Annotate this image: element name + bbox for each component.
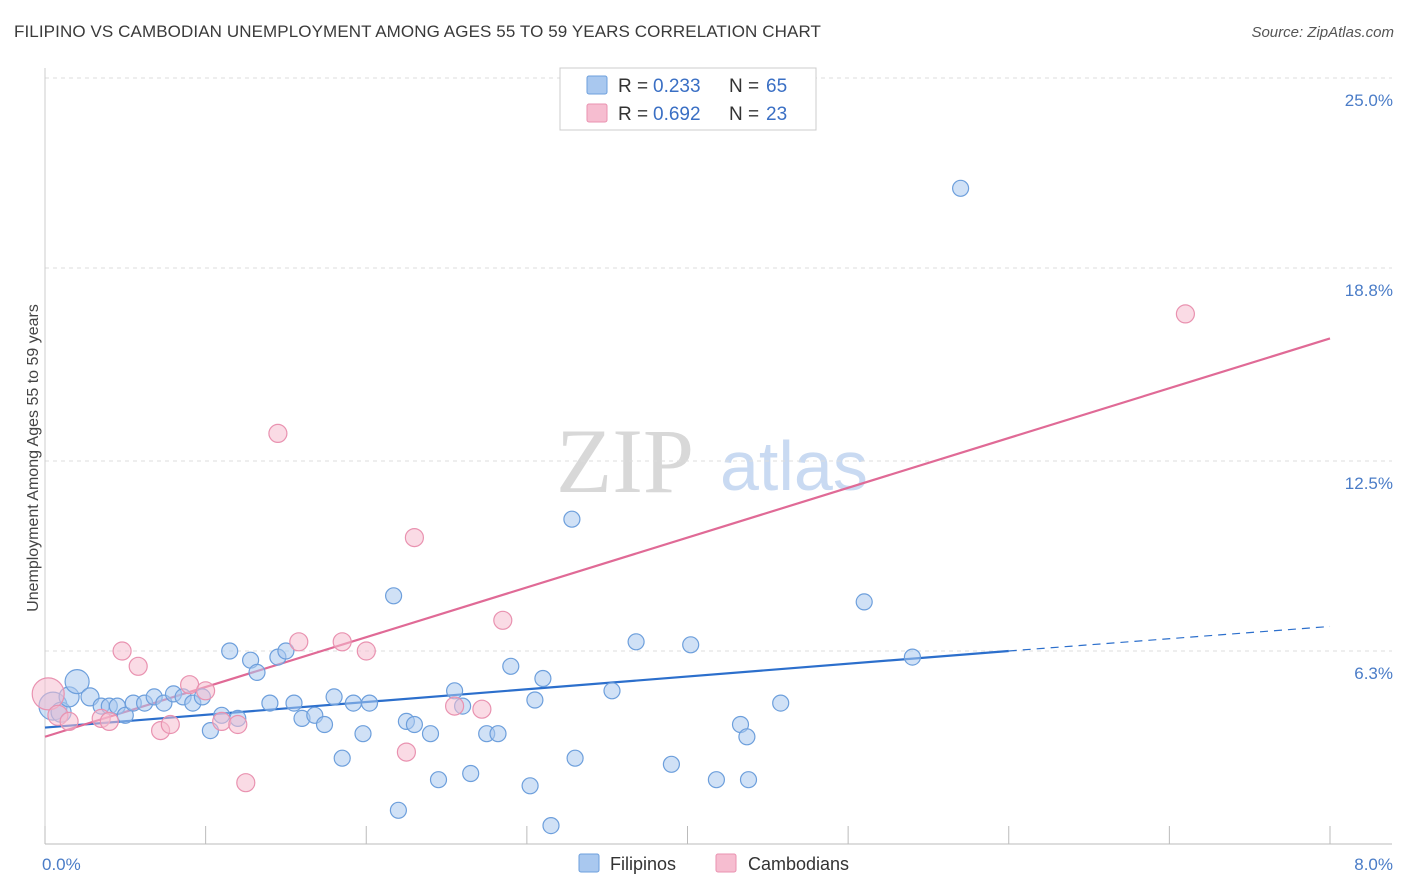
filipino-point xyxy=(325,688,343,706)
bottom-legend-label-filipinos: Filipinos xyxy=(610,854,676,874)
y-tick-label: 25.0% xyxy=(1345,91,1393,110)
filipino-point xyxy=(116,706,134,724)
filipino-point xyxy=(221,642,239,660)
cambodian-point xyxy=(99,711,119,732)
cambodian-point xyxy=(196,681,216,701)
tick-labels: 6.3% 12.5% 18.8% 25.0% 0.0% 8.0% xyxy=(42,91,1393,874)
x-tick-label: 8.0% xyxy=(1354,855,1393,874)
legend-r-label-cambodians: R = xyxy=(618,104,648,125)
filipino-point xyxy=(489,725,507,743)
filipino-point xyxy=(277,642,295,660)
chart-source: Source: ZipAtlas.com xyxy=(1251,24,1394,41)
y-tick-label: 6.3% xyxy=(1354,664,1393,683)
watermark: ZIP atlas xyxy=(556,410,868,512)
filipino-point xyxy=(662,755,681,773)
y-axis-label: Unemployment Among Ages 55 to 59 years xyxy=(25,304,42,612)
legend-n-label-cambodians: N = xyxy=(729,104,759,125)
filipino-point xyxy=(603,682,621,700)
cambodian-point xyxy=(228,714,248,735)
bottom-legend-swatch-filipinos xyxy=(578,853,600,873)
cambodian-point xyxy=(356,641,376,661)
y-tick-label: 12.5% xyxy=(1345,474,1393,493)
legend-n-label-filipinos: N = xyxy=(729,76,759,97)
cambodian-point xyxy=(396,742,416,762)
filipino-point xyxy=(405,715,423,734)
filipino-point xyxy=(563,510,581,528)
cambodian-point xyxy=(160,714,180,735)
filipino-point xyxy=(903,648,922,666)
cambodian-point xyxy=(404,527,424,548)
filipino-point xyxy=(344,694,362,712)
cambodian-point xyxy=(236,773,256,793)
filipino-point xyxy=(855,593,873,611)
filipino-trend-line xyxy=(44,649,1009,729)
filipino-point xyxy=(285,694,303,712)
legend: R = 0.233 N = 65 R = 0.692 N = 23 xyxy=(559,67,817,131)
legend-n-value-filipinos: 65 xyxy=(766,76,787,97)
cambodian-point xyxy=(128,656,148,676)
cambodian-point xyxy=(332,632,352,652)
filipino-point xyxy=(333,749,351,767)
filipino-point xyxy=(360,694,379,712)
filipino-point xyxy=(627,633,645,651)
chart-title: FILIPINO VS CAMBODIAN UNEMPLOYMENT AMONG… xyxy=(14,22,821,41)
x-tick-label: 0.0% xyxy=(42,855,81,874)
legend-swatch-filipinos xyxy=(586,75,608,95)
filipino-point xyxy=(738,728,756,746)
filipino-point xyxy=(389,801,407,819)
cambodian-point xyxy=(445,696,465,716)
filipino-point xyxy=(421,725,440,743)
filipino-point xyxy=(248,663,266,682)
trend-lines xyxy=(44,337,1331,738)
legend-r-label-filipinos: R = xyxy=(618,76,648,97)
filipino-point xyxy=(385,587,403,605)
bottom-legend-swatch-cambodians xyxy=(715,853,737,873)
cambodian-point xyxy=(31,677,65,711)
filipino-point xyxy=(429,771,448,789)
filipino-point xyxy=(446,682,464,700)
cambodian-point xyxy=(180,675,200,695)
legend-r-value-filipinos: 0.233 xyxy=(653,76,701,97)
filipino-point xyxy=(261,694,279,712)
legend-n-value-cambodians: 23 xyxy=(766,104,787,125)
cambodian-point xyxy=(59,711,79,732)
cambodian-point xyxy=(212,711,232,732)
filipino-point xyxy=(315,715,334,734)
filipino-point xyxy=(521,777,539,795)
filipino-point xyxy=(64,668,90,695)
watermark-atlas: atlas xyxy=(720,427,868,505)
y-tick-label: 18.8% xyxy=(1345,281,1393,300)
data-points xyxy=(31,179,1196,835)
filipino-point xyxy=(682,636,700,654)
filipino-point xyxy=(707,771,726,789)
legend-swatch-cambodians xyxy=(586,103,608,123)
filipino-point xyxy=(566,749,584,767)
cambodian-point xyxy=(268,423,288,443)
cambodian-point xyxy=(493,610,513,630)
filipino-point xyxy=(354,725,372,743)
filipino-point xyxy=(542,816,560,835)
grid-lines xyxy=(45,77,1392,652)
filipino-point xyxy=(951,179,970,197)
filipino-point xyxy=(772,694,790,712)
cambodian-point xyxy=(1175,304,1196,324)
axes xyxy=(44,68,1392,845)
filipino-point xyxy=(462,764,480,783)
legend-r-value-cambodians: 0.692 xyxy=(653,104,701,125)
cambodian-point xyxy=(472,699,492,719)
filipino-point xyxy=(526,691,544,709)
filipino-point xyxy=(739,771,758,789)
filipino-point xyxy=(534,669,552,688)
filipino-point xyxy=(502,657,520,675)
filipino-trend-extension xyxy=(1008,625,1331,652)
cambodian-point xyxy=(112,641,132,661)
cambodian-point xyxy=(289,632,309,652)
bottom-legend-label-cambodians: Cambodians xyxy=(748,854,849,874)
bottom-legend: Filipinos Cambodians xyxy=(578,853,849,874)
